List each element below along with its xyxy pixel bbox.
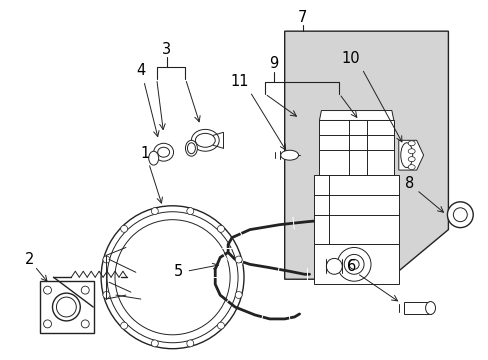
Ellipse shape (407, 165, 414, 170)
Circle shape (235, 292, 242, 298)
Text: 10: 10 (341, 51, 360, 67)
Ellipse shape (407, 157, 414, 162)
Circle shape (81, 286, 89, 294)
Bar (40, 281, 94, 333)
Text: 9: 9 (268, 57, 278, 71)
Circle shape (186, 340, 193, 347)
Circle shape (121, 322, 127, 329)
Circle shape (81, 320, 89, 328)
Text: 5: 5 (174, 264, 183, 279)
Ellipse shape (407, 149, 414, 154)
Text: 11: 11 (230, 74, 249, 89)
Ellipse shape (280, 150, 298, 160)
Text: 3: 3 (162, 41, 171, 57)
Polygon shape (314, 175, 398, 244)
Circle shape (337, 247, 370, 281)
Ellipse shape (425, 302, 435, 314)
Ellipse shape (148, 151, 158, 165)
Polygon shape (319, 121, 393, 175)
Text: 1: 1 (140, 146, 149, 161)
Ellipse shape (191, 129, 219, 151)
Polygon shape (314, 244, 398, 284)
Polygon shape (403, 302, 429, 314)
Text: 8: 8 (404, 176, 413, 192)
Circle shape (217, 225, 224, 232)
Ellipse shape (400, 143, 412, 168)
Polygon shape (398, 140, 423, 170)
Circle shape (52, 293, 80, 321)
Polygon shape (319, 111, 393, 121)
Circle shape (43, 286, 51, 294)
Circle shape (151, 208, 158, 215)
Circle shape (101, 206, 244, 349)
Circle shape (217, 322, 224, 329)
Ellipse shape (185, 140, 197, 156)
Circle shape (186, 208, 193, 215)
Text: 6: 6 (346, 259, 355, 274)
Circle shape (103, 256, 110, 263)
Circle shape (151, 340, 158, 347)
Text: 7: 7 (297, 10, 306, 25)
Ellipse shape (407, 141, 414, 146)
Ellipse shape (153, 143, 173, 161)
Circle shape (43, 320, 51, 328)
Circle shape (103, 292, 110, 298)
Polygon shape (284, 31, 447, 279)
Circle shape (447, 202, 472, 228)
Text: 4: 4 (136, 63, 145, 78)
Text: 2: 2 (25, 252, 34, 267)
Circle shape (325, 258, 342, 274)
Circle shape (121, 225, 127, 232)
Circle shape (235, 256, 242, 263)
